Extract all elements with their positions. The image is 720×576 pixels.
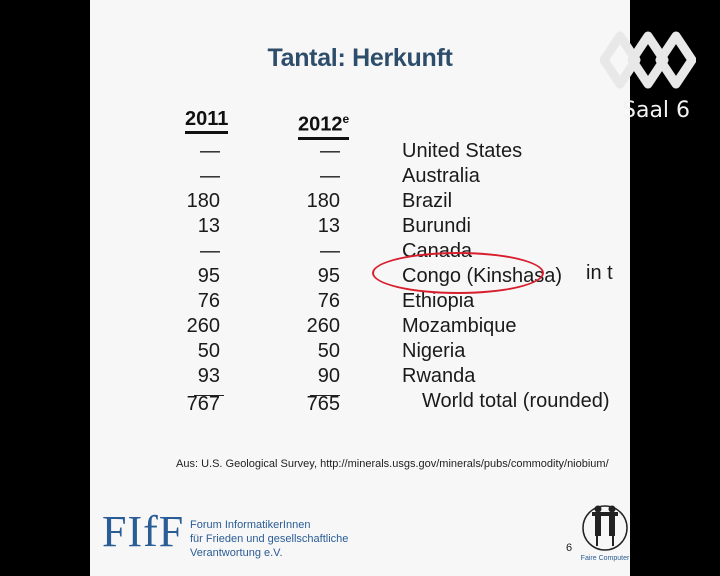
value-2012: — <box>320 240 340 262</box>
country-name: Mozambique <box>402 315 517 337</box>
value-2011: — <box>200 240 220 262</box>
country-name: Rwanda <box>402 365 476 387</box>
value-2012: 95 <box>317 265 340 287</box>
value-2012: 76 <box>317 290 340 312</box>
highlight-circle <box>372 252 544 294</box>
country-name: Australia <box>402 165 480 187</box>
value-2012: — <box>320 165 340 187</box>
column-header-2011: 2011 <box>185 108 229 134</box>
value-2011: — <box>200 140 220 162</box>
country-name: Nigeria <box>402 340 466 362</box>
value-2011: 76 <box>197 290 220 312</box>
room-label: Saal 6 <box>622 98 691 123</box>
value-2012: 180 <box>306 190 340 212</box>
value-2011: 95 <box>197 265 220 287</box>
event-logo-icon <box>600 31 696 89</box>
unit-label: in t <box>586 262 613 284</box>
fair-computer-logo-icon: Faire Computer <box>581 505 630 562</box>
page-number: 6 <box>566 542 573 554</box>
presentation-slide: Tantal: Herkunft 2011 2012e — — United Sta… <box>90 0 630 576</box>
value-2011: 50 <box>197 340 220 362</box>
svg-text:Faire Computer: Faire Computer <box>581 555 630 562</box>
value-2011: 13 <box>197 215 220 237</box>
value-2012: 260 <box>306 315 340 337</box>
country-name: Brazil <box>402 190 453 212</box>
fiff-logo: FIfF <box>102 507 185 556</box>
value-2011: 260 <box>186 315 220 337</box>
total-2011: 767 <box>186 393 220 415</box>
total-2012: 765 <box>306 393 340 415</box>
sum-line-2011 <box>194 395 224 396</box>
value-2011: 180 <box>186 190 220 212</box>
value-2011: 93 <box>197 365 220 387</box>
country-name: United States <box>402 140 523 162</box>
value-2012: — <box>320 140 340 162</box>
country-name: Ethiopia <box>402 290 475 312</box>
value-2012: 50 <box>317 340 340 362</box>
source-citation: Aus: U.S. Geological Survey, http://mine… <box>176 458 609 470</box>
value-2011: — <box>200 165 220 187</box>
column-header-2012: 2012e <box>298 108 350 140</box>
sum-line-2012 <box>310 395 340 396</box>
value-2012: 90 <box>317 365 340 387</box>
slide-title: Tantal: Herkunft <box>267 44 453 72</box>
value-2012: 13 <box>317 215 340 237</box>
total-label: World total (rounded) <box>422 390 610 412</box>
country-name: Burundi <box>402 215 471 237</box>
organization-name: Forum InformatikerInnen für Frieden und … <box>190 519 349 559</box>
